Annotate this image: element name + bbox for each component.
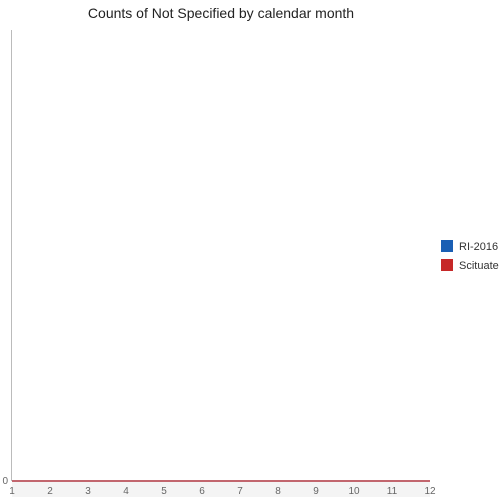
- x-tick-label: 12: [424, 486, 436, 497]
- y-tick-label: 0: [2, 476, 8, 487]
- x-tick-label: 1: [9, 486, 15, 497]
- legend: RI-2016 Scituate: [441, 240, 499, 272]
- x-tick-label: 9: [313, 486, 319, 497]
- x-tick-label: 10: [348, 486, 360, 497]
- x-tick-label: 3: [85, 486, 91, 497]
- legend-label: RI-2016: [459, 241, 498, 253]
- x-tick-label: 4: [123, 486, 129, 497]
- legend-swatch: [441, 259, 453, 271]
- x-tick-label: 7: [237, 486, 243, 497]
- x-tick-label: 6: [199, 486, 205, 497]
- y-axis-ticks: 0: [2, 476, 8, 487]
- chart-title: Counts of Not Specified by calendar mont…: [88, 5, 354, 21]
- x-tick-label: 5: [161, 486, 167, 497]
- x-axis-band: [12, 480, 430, 497]
- legend-swatch: [441, 240, 453, 252]
- x-tick-label: 2: [47, 486, 53, 497]
- legend-label: Scituate: [459, 260, 499, 272]
- x-tick-label: 8: [275, 486, 281, 497]
- x-tick-label: 11: [387, 486, 398, 497]
